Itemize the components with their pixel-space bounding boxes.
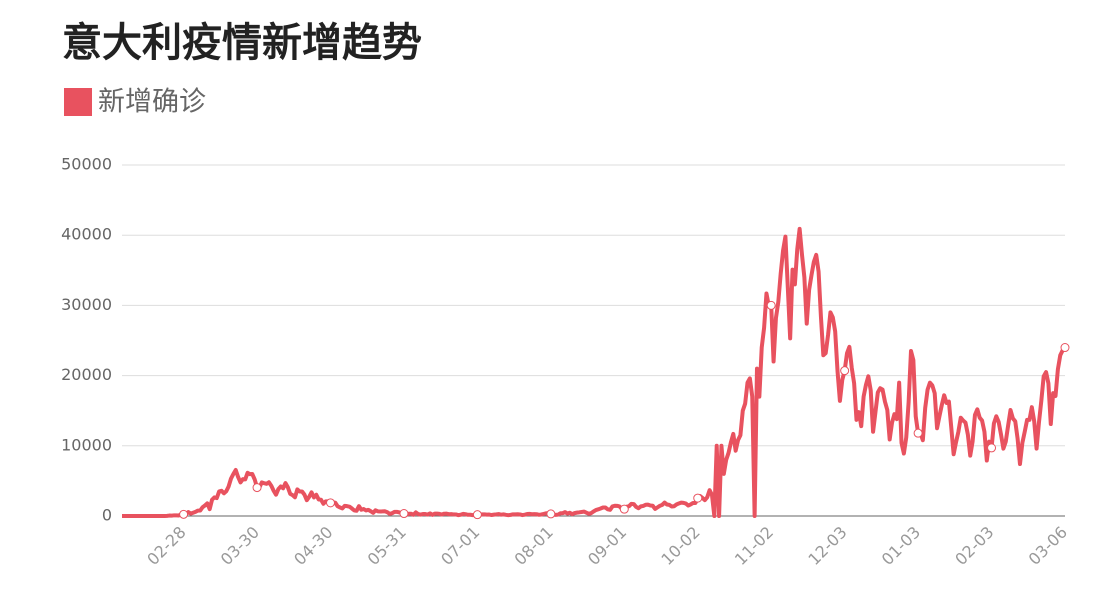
y-tick-label: 10000 [61, 435, 112, 454]
point-marker [546, 509, 556, 519]
chart-title: 意大利疫情新增趋势 [62, 20, 422, 66]
point-marker [987, 443, 997, 453]
legend-swatch [64, 88, 92, 116]
y-tick-label: 20000 [61, 365, 112, 384]
point-marker [693, 493, 703, 503]
point-marker [179, 509, 189, 519]
x-tick-label: 01-03 [878, 523, 924, 569]
x-tick-label: 08-01 [511, 523, 557, 569]
point-marker [472, 510, 482, 520]
y-tick-label: 40000 [61, 225, 112, 244]
point-marker [619, 504, 629, 514]
x-tick-label: 02-03 [951, 523, 997, 569]
line [122, 226, 1067, 518]
point-marker [913, 428, 923, 438]
x-tick-label: 10-02 [657, 523, 703, 569]
x-tick-label: 09-01 [584, 523, 630, 569]
point-marker [1060, 343, 1070, 353]
x-tick-label: 12-03 [804, 523, 850, 569]
legend-label: 新增确诊 [98, 87, 206, 118]
point-marker [766, 300, 776, 310]
point-marker [252, 483, 262, 493]
y-tick-label: 50000 [61, 155, 112, 174]
x-tick-label: 04-30 [290, 523, 336, 569]
y-tick-label: 0 [102, 506, 112, 525]
point-marker [840, 366, 850, 376]
x-tick-label: 03-06 [1025, 523, 1071, 569]
x-tick-label: 02-28 [143, 523, 189, 569]
x-tick-label: 03-30 [217, 523, 263, 569]
x-tick-label: 05-31 [364, 523, 410, 569]
x-tick-label: 11-02 [731, 523, 777, 569]
y-tick-label: 30000 [61, 295, 112, 314]
point-marker [326, 498, 336, 508]
point-marker [399, 509, 409, 519]
x-tick-label: 07-01 [437, 523, 483, 569]
